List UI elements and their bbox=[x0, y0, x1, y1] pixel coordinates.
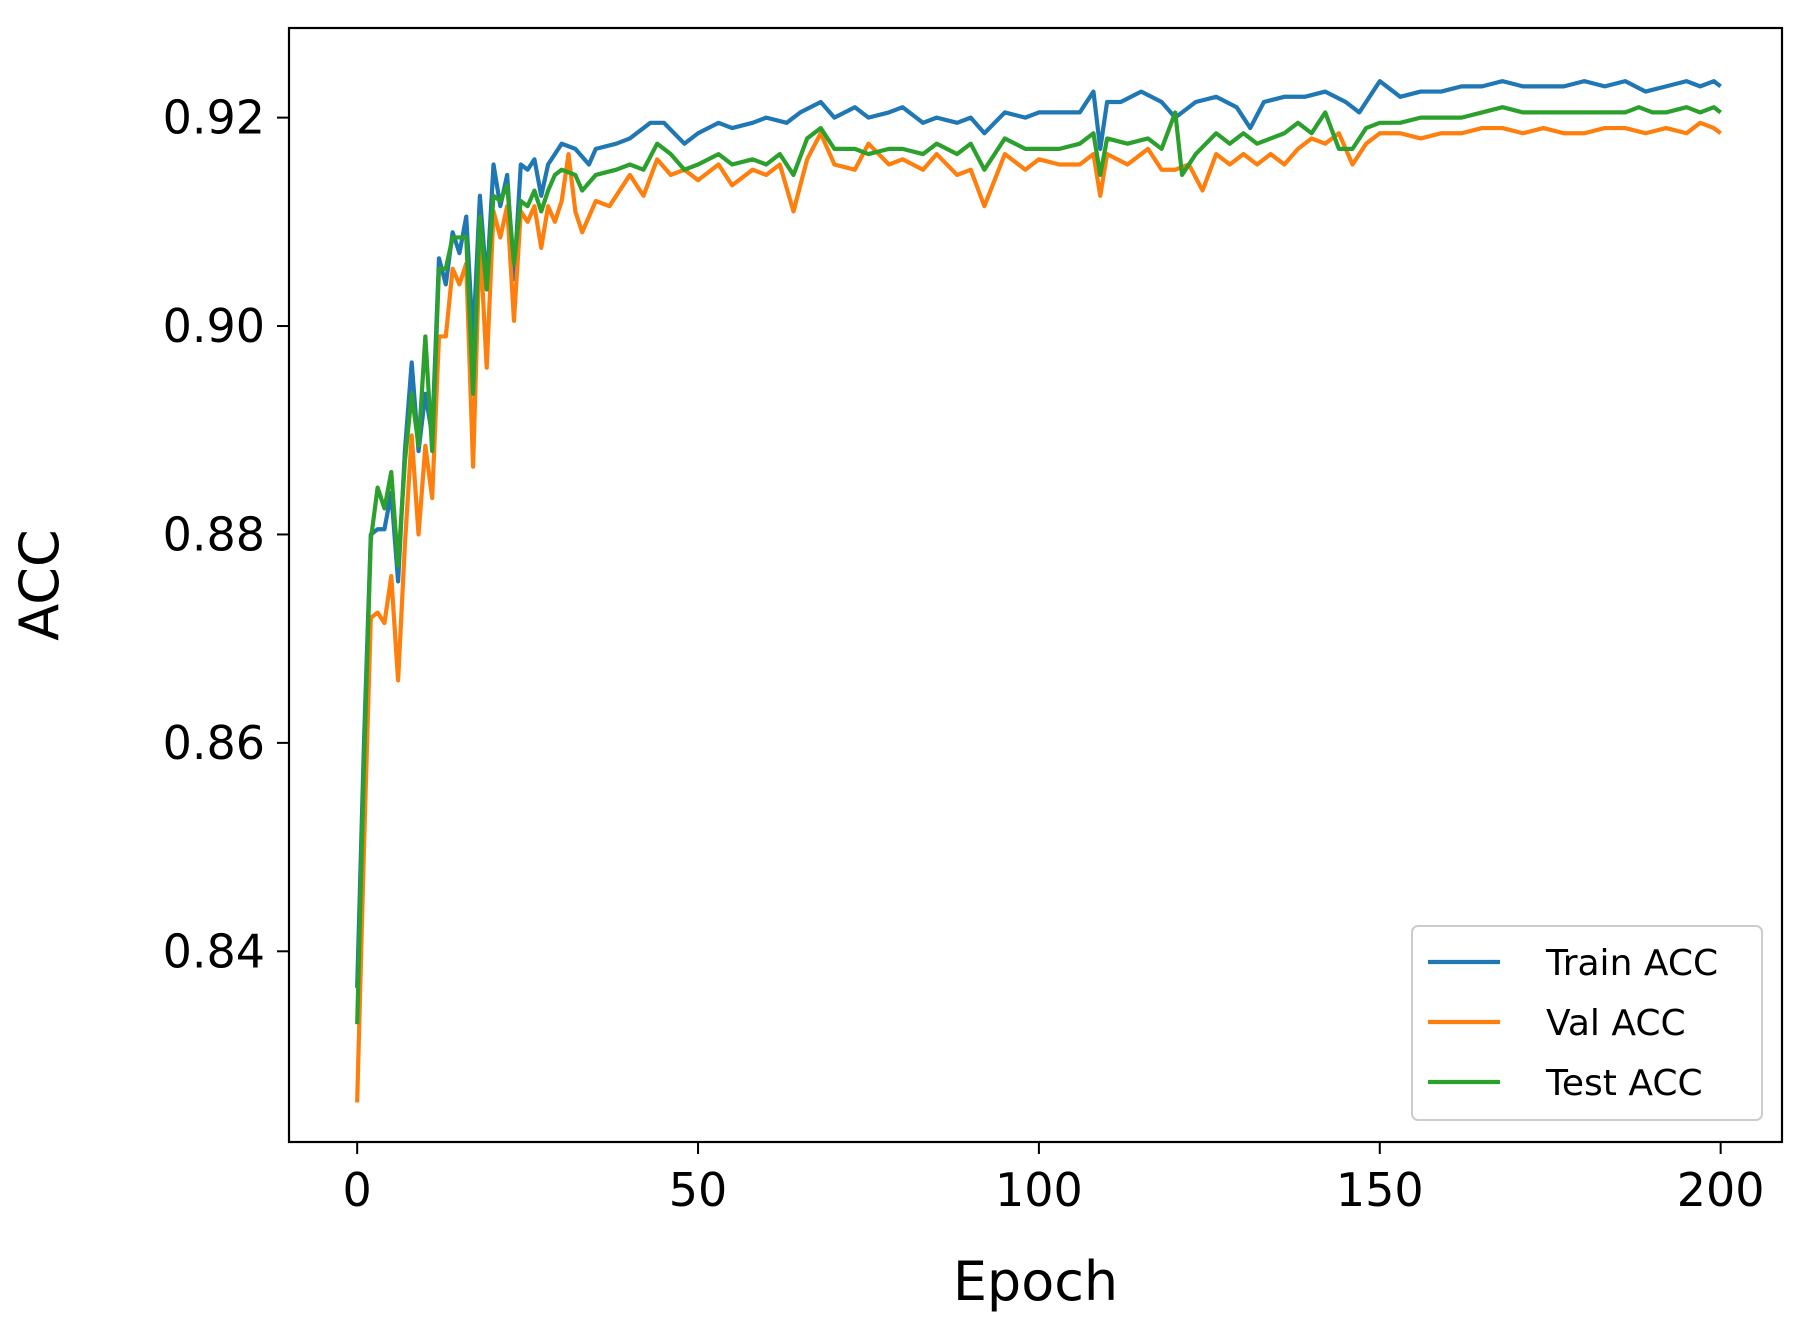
y-tick-label: 0.86 bbox=[163, 716, 265, 770]
x-tick-label: 200 bbox=[1677, 1163, 1765, 1217]
x-axis-ticks: 0 50 100 150 200 bbox=[343, 1142, 1765, 1217]
legend: Train ACC Val ACC Test ACC bbox=[1411, 925, 1763, 1121]
x-tick-label: 150 bbox=[1336, 1163, 1424, 1217]
y-tick-label: 0.84 bbox=[163, 924, 265, 978]
y-axis-label: ACC bbox=[8, 529, 71, 640]
plot-area bbox=[287, 26, 1784, 1144]
legend-label: Val ACC bbox=[1546, 1003, 1686, 1044]
x-axis-label: Epoch bbox=[953, 1250, 1118, 1313]
y-axis-ticks: 0.84 0.86 0.88 0.90 0.92 bbox=[163, 91, 289, 978]
legend-label: Train ACC bbox=[1545, 943, 1718, 984]
series-line-test-acc bbox=[355, 105, 1722, 1025]
y-tick-label: 0.88 bbox=[163, 507, 265, 561]
x-tick-label: 0 bbox=[343, 1163, 372, 1217]
y-tick-label: 0.90 bbox=[163, 299, 265, 353]
axes-frame bbox=[287, 26, 1784, 1144]
x-tick-label: 100 bbox=[995, 1163, 1083, 1217]
series-lines bbox=[355, 79, 1722, 1103]
legend-label: Test ACC bbox=[1545, 1063, 1703, 1104]
x-tick-label: 50 bbox=[669, 1163, 728, 1217]
legend-box bbox=[1411, 925, 1763, 1121]
y-tick-label: 0.92 bbox=[163, 91, 265, 145]
series-line-val-acc bbox=[355, 120, 1722, 1103]
